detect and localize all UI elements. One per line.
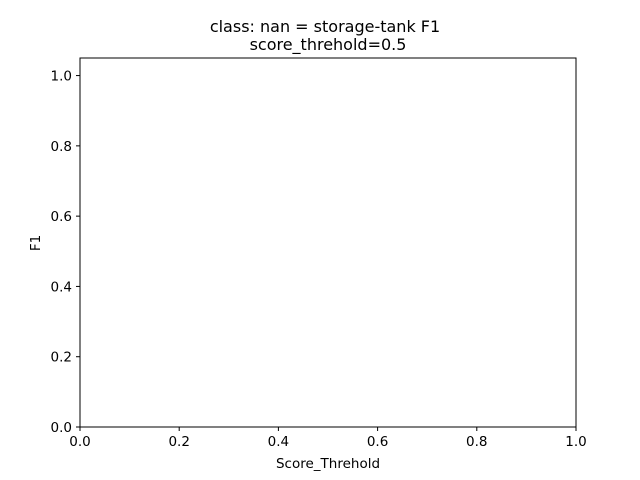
y-tick-label: 0.2 [51,350,72,366]
x-tick-label: 1.0 [565,434,586,450]
x-tick-label: 0.6 [367,434,388,450]
y-tick-label: 1.0 [51,69,72,85]
y-axis-label: F1 [28,235,44,251]
chart-title: class: nan = storage-tank F1 [210,17,440,36]
x-tick-label: 0.8 [466,434,487,450]
y-tick-label: 0.4 [51,279,72,295]
plot-area [79,57,577,428]
y-tick-label: 0.6 [51,209,72,225]
chart-subtitle: score_threhold=0.5 [250,35,407,55]
x-tick-label: 0.0 [69,434,90,450]
x-tick-label: 0.4 [268,434,289,450]
x-tick-label: 0.2 [168,434,189,450]
y-axis-ticks: 0.0 0.2 0.4 0.6 0.8 1.0 [51,69,80,436]
y-tick-label: 0.8 [51,139,72,155]
x-axis-label: Score_Threhold [276,456,380,472]
y-tick-label: 0.0 [51,420,72,436]
x-axis-ticks: 0.0 0.2 0.4 0.6 0.8 1.0 [69,427,587,450]
